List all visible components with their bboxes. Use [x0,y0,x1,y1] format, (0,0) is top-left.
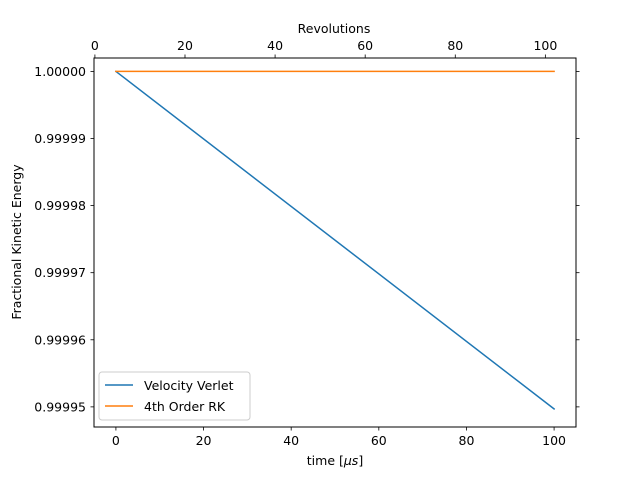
x-tick-label: 20 [196,433,212,448]
x-axis-unit: μs [343,453,359,468]
top-x-axis-label: Revolutions [298,21,371,36]
legend-label-velocity-verlet: Velocity Verlet [144,378,234,393]
y-tick-label: 0.99999 [34,131,86,146]
x-tick-label: 60 [371,433,387,448]
x-tick-label: 100 [542,433,566,448]
x-tick-label: 40 [283,433,299,448]
y-tick-label: 0.99997 [34,265,86,280]
legend-frame [98,371,251,421]
y-tick-label: 1.00000 [34,64,86,79]
y-tick-label: 0.99995 [34,399,86,414]
series-layer [114,70,556,410]
top-x-tick-label: 40 [267,38,283,53]
x-axis-label: time [μs] [307,453,363,468]
series-line-0 [114,70,556,410]
y-tick-label: 0.99998 [34,198,86,213]
plot-frame [93,57,577,428]
top-x-tick-label: 80 [447,38,463,53]
top-x-tick-label: 100 [533,38,557,53]
top-x-tick-label: 0 [91,38,99,53]
y-axis-label: Fractional Kinetic Energy [9,164,24,320]
y-tick-label: 0.99996 [34,332,86,347]
top-x-tick-label: 20 [177,38,193,53]
x-tick-label: 0 [112,433,120,448]
ticks-layer: 0 20 40 60 80 100 0 20 40 60 80 100 1.00000 0.99999 0.… [34,38,580,448]
top-x-tick-label: 60 [357,38,373,53]
legend-label-4th-order-rk: 4th Order RK [144,399,226,414]
x-tick-label: 80 [459,433,475,448]
legend: Velocity Verlet 4th Order RK [98,371,251,421]
